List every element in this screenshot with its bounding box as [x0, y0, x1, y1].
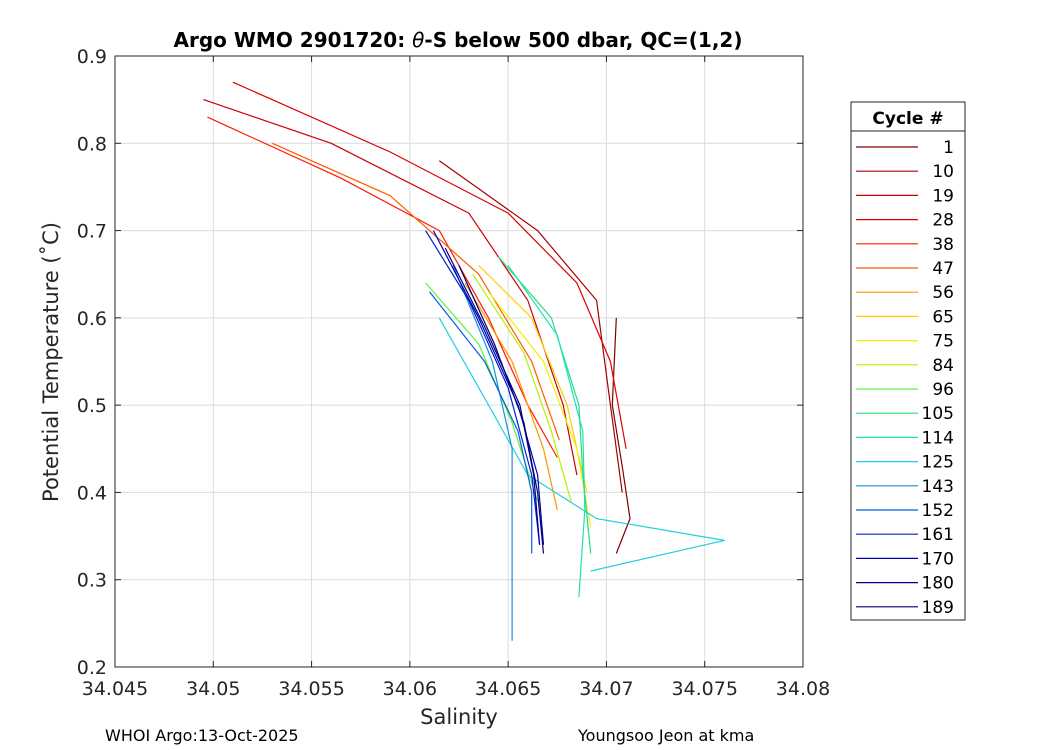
legend-label-cycle-152: 152	[922, 501, 954, 521]
series-group	[203, 81, 726, 641]
x-tick-label: 34.065	[475, 678, 541, 700]
y-tick-label: 0.4	[77, 482, 107, 504]
y-tick-label: 0.9	[77, 46, 107, 68]
series-line-cycle-38	[207, 116, 558, 458]
legend-label-cycle-38: 38	[932, 235, 954, 255]
legend-label-cycle-161: 161	[922, 525, 954, 545]
chart-title: Argo WMO 2901720: θ-S below 500 dbar, QC…	[174, 28, 743, 52]
grid	[115, 56, 803, 667]
legend-label-cycle-10: 10	[932, 162, 954, 182]
legend-label-cycle-105: 105	[922, 404, 954, 424]
y-tick-label: 0.2	[77, 657, 107, 679]
series-line-cycle-189	[458, 265, 545, 554]
series-line-cycle-125	[438, 317, 726, 572]
legend-label-cycle-125: 125	[922, 453, 954, 473]
legend-label-cycle-180: 180	[922, 574, 954, 594]
legend-label-cycle-96: 96	[932, 380, 954, 400]
series-line-cycle-19	[203, 99, 578, 476]
x-tick-label: 34.05	[186, 678, 240, 700]
series-line-cycle-84	[472, 273, 572, 502]
axis-ticks: 34.045 34.05 34.055 34.06 34.065 34.07 34.075 3…	[77, 46, 830, 700]
x-axis-label: Salinity	[420, 705, 498, 729]
series-line-cycle-56	[464, 282, 558, 511]
series-line-cycle-114	[507, 265, 586, 598]
y-tick-label: 0.6	[77, 308, 107, 330]
series-line-cycle-47	[272, 142, 560, 441]
plot-area	[115, 56, 803, 667]
legend-label-cycle-47: 47	[932, 259, 954, 279]
series-line-cycle-28	[232, 81, 627, 449]
series-line-cycle-1	[611, 317, 631, 554]
y-tick-label: 0.7	[77, 221, 107, 243]
x-tick-label: 34.045	[82, 678, 148, 700]
y-axis-label: Potential Temperature (˚C)	[39, 222, 63, 502]
legend-label-cycle-65: 65	[932, 307, 954, 327]
y-tick-label: 0.5	[77, 395, 107, 417]
x-tick-label: 34.06	[383, 678, 437, 700]
x-tick-label: 34.08	[776, 678, 830, 700]
y-tick-label: 0.3	[77, 570, 107, 592]
series-line-cycle-105	[497, 256, 592, 554]
legend-label-cycle-75: 75	[932, 332, 954, 352]
legend-label-cycle-143: 143	[922, 477, 954, 497]
legend-label-cycle-1: 1	[943, 138, 954, 158]
legend-title: Cycle #	[872, 109, 943, 129]
legend-label-cycle-170: 170	[922, 549, 954, 569]
x-tick-label: 34.055	[278, 678, 344, 700]
x-tick-label: 34.07	[579, 678, 633, 700]
series-line-cycle-170	[432, 230, 545, 545]
y-tick-label: 0.8	[77, 133, 107, 155]
series-line-cycle-180	[444, 247, 541, 545]
legend-label-cycle-189: 189	[922, 598, 954, 618]
plot-border	[114, 55, 804, 668]
legend-label-cycle-56: 56	[932, 283, 954, 303]
legend: Cycle # 1 10 19 28 38 47 56 65 75 84 96 105 114 125 14…	[850, 101, 966, 621]
x-tick-label: 34.075	[671, 678, 737, 700]
legend-label-cycle-114: 114	[922, 428, 954, 448]
series-line-cycle-10	[438, 160, 623, 493]
legend-label-cycle-28: 28	[932, 211, 954, 231]
series-line-cycle-152	[429, 291, 533, 554]
legend-label-cycle-19: 19	[932, 186, 954, 206]
legend-items: 1 10 19 28 38 47 56 65 75 84 96 105 114 125 143 152 161 1…	[856, 138, 954, 618]
footer-right: Youngsoo Jeon at kma	[578, 726, 755, 745]
footer-left: WHOI Argo:13-Oct-2025	[105, 726, 299, 745]
series-line-cycle-143	[452, 265, 513, 641]
legend-label-cycle-84: 84	[932, 356, 954, 376]
series-line-cycle-161	[425, 230, 541, 545]
